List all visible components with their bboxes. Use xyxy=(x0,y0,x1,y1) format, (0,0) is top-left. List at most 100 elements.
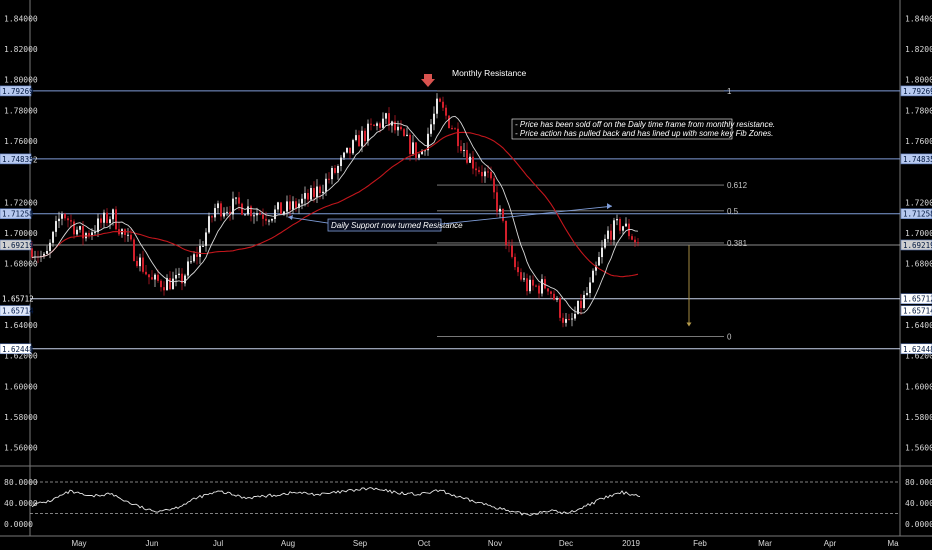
candle-body xyxy=(403,129,405,136)
y-tick-right: 1.80000 xyxy=(905,76,932,85)
candle-body xyxy=(508,244,510,246)
candle-body xyxy=(442,101,444,108)
candle-body xyxy=(589,282,591,293)
badge-left xyxy=(0,208,32,220)
candle-body xyxy=(52,231,54,243)
fast-ma-line xyxy=(31,115,639,314)
candle-body xyxy=(418,154,420,158)
month-tick: Sep xyxy=(353,539,368,548)
moving-averages xyxy=(31,115,639,314)
arrow-right-line xyxy=(440,205,613,225)
month-tick: Feb xyxy=(693,539,707,548)
y-tick-left: 1.80000 xyxy=(4,76,38,85)
badge-right-text: 1.65714 xyxy=(903,307,932,316)
y-tick-right: 1.78000 xyxy=(905,106,932,115)
candle-body xyxy=(481,171,483,177)
month-tick: Jun xyxy=(146,539,159,548)
candle-body xyxy=(478,170,480,172)
candle-body xyxy=(286,201,288,212)
slow-ma-line xyxy=(31,131,639,278)
osc-line xyxy=(31,487,641,516)
fib-retracement: 1 0.612 0.5 0.381 0 xyxy=(437,87,748,341)
daily-support-box xyxy=(327,218,442,232)
month-tick: Oct xyxy=(418,539,431,548)
candle-body xyxy=(331,168,333,180)
y-tick-left: 1.60000 xyxy=(4,382,38,391)
candle-body xyxy=(103,212,105,223)
candle-body xyxy=(49,242,51,251)
candle-body xyxy=(538,285,540,294)
candle-body xyxy=(565,319,567,323)
candle-body xyxy=(139,257,141,267)
y-tick-right: 1.68000 xyxy=(905,260,932,269)
badge-right-text: 1.79269 xyxy=(903,87,932,96)
candle-body xyxy=(412,142,414,154)
candle-body xyxy=(208,216,210,233)
y-tick-right: 1.60000 xyxy=(905,382,932,391)
badge-right-text: 1.65712 xyxy=(903,295,932,304)
candle-body xyxy=(307,193,309,200)
candle-body xyxy=(88,233,90,236)
candle-body xyxy=(427,133,429,151)
y-tick-right: 1.62000 xyxy=(905,352,932,361)
candle-body xyxy=(568,319,570,321)
candle-body xyxy=(295,201,297,208)
y-tick-left: 1.62000 xyxy=(4,352,38,361)
candle-body xyxy=(157,274,159,281)
badge-right xyxy=(900,343,932,355)
candle-body xyxy=(316,186,318,197)
candle-body xyxy=(265,218,267,221)
price-badges: 1.79269 1.79269 1.74835 1.74835 1.71258 1.712… xyxy=(0,85,932,355)
candle-body xyxy=(400,126,402,130)
note-box xyxy=(511,118,733,140)
badge-right xyxy=(900,305,932,316)
candle-body xyxy=(274,209,276,219)
candle-body xyxy=(601,247,603,258)
candle-body xyxy=(436,98,438,114)
candle-body xyxy=(472,156,474,169)
candle-body xyxy=(496,192,498,212)
candle-body xyxy=(544,279,546,289)
candle-body xyxy=(493,178,495,193)
candle-body xyxy=(55,221,57,232)
candle-body xyxy=(343,152,345,158)
candlesticks xyxy=(31,93,639,328)
y-tick-left: 1.58000 xyxy=(4,413,38,422)
candle-body xyxy=(580,300,582,309)
badge-right xyxy=(900,239,932,251)
x-axis: May Jun Jul Aug Sep Oct Nov Dec 2019 Feb Mar Apr Ma xyxy=(71,539,899,548)
candle-body xyxy=(415,142,417,158)
badge-right-text: 1.71258 xyxy=(903,210,932,219)
fib-label: 1 xyxy=(727,87,732,96)
osc-tick-left: 40.0000 xyxy=(4,499,38,508)
candle-body xyxy=(487,171,489,173)
candle-body xyxy=(637,242,639,244)
candle-body xyxy=(169,278,171,290)
badge-left-text: 1.65714 xyxy=(2,307,34,316)
candle-body xyxy=(271,218,273,221)
candle-body xyxy=(259,213,261,215)
candle-body xyxy=(214,208,216,218)
candle-body xyxy=(517,267,519,273)
candle-body xyxy=(346,147,348,153)
candle-body xyxy=(406,134,408,136)
candle-body xyxy=(64,213,66,219)
osc-tick-left: 80.0000 xyxy=(4,478,38,487)
annotations: Monthly Resistance Daily Support now turn… xyxy=(287,68,775,327)
fib-label: 0.612 xyxy=(727,181,748,190)
y-tick-right: 1.76000 xyxy=(905,137,932,146)
candle-body xyxy=(226,211,228,213)
candle-body xyxy=(109,219,111,224)
candle-body xyxy=(94,232,96,234)
candle-body xyxy=(364,130,366,142)
candle-body xyxy=(361,130,363,147)
candle-body xyxy=(475,168,477,171)
candle-body xyxy=(592,270,594,283)
candle-body xyxy=(76,229,78,235)
candle-body xyxy=(166,278,168,291)
candle-body xyxy=(160,280,162,288)
badge-left xyxy=(0,305,31,316)
candle-body xyxy=(607,230,609,239)
candle-body xyxy=(610,230,612,240)
